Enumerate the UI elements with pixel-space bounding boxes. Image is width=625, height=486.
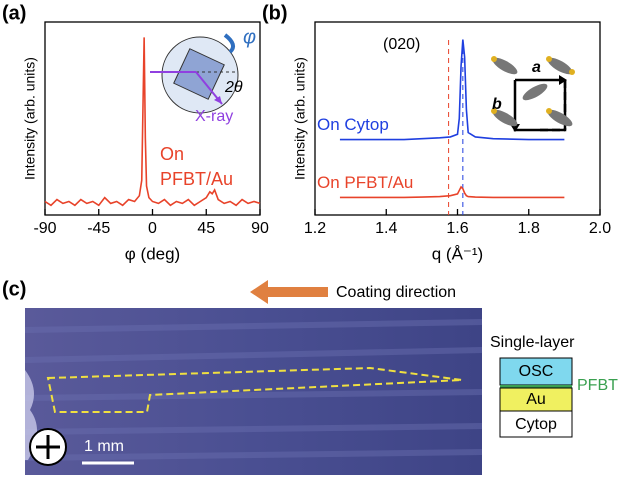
x-tick-label: 0 [148,220,157,237]
x-tick-label: 1.4 [375,220,397,237]
y-axis-label: Intensity (arb. units) [292,57,308,180]
arrow-label: Coating direction [336,284,456,301]
x-tick-label: 2.0 [589,220,611,237]
scale-bar-label: 1 mm [84,438,124,455]
data-line [44,37,261,207]
y-axis-label: Intensity (arb. units) [22,57,38,180]
annotation: 2θ [224,79,243,96]
coating-arrow [250,280,328,304]
x-tick-label: 1.6 [446,220,468,237]
annotation: X-ray [195,108,233,125]
layer-label: Au [526,391,546,408]
annotation: φ [243,26,256,48]
x-tick-label: 90 [251,220,269,237]
x-tick-label: 1.8 [518,220,540,237]
annotation: On [160,144,184,164]
stack-title: Single-layer [490,334,575,351]
layer-label: Cytop [515,416,557,433]
layer-label: OSC [519,363,554,380]
interlayer-label: PFBT [577,377,618,394]
x-tick-label: 45 [197,220,215,237]
panel-label: (a) [2,2,26,24]
x-axis-label: q (Å⁻¹) [432,244,483,263]
x-axis-label: φ (deg) [125,244,180,263]
data-line [339,39,565,141]
inset-geometry [150,33,239,114]
x-tick-label: -45 [87,220,110,237]
series-label: On Cytop [317,115,389,134]
panel-label: (c) [2,278,26,300]
annotation: (020) [383,36,420,53]
x-tick-label: -90 [33,220,56,237]
annotation: a [532,59,541,76]
data-line [339,185,565,199]
x-tick-label: 1.2 [304,220,326,237]
layer-box [499,410,573,438]
series-label: On PFBT/Au [317,173,413,192]
micrograph [24,308,483,475]
annotation: b [492,96,502,113]
layer-box [500,385,572,388]
annotation: PFBT/Au [160,169,233,189]
panel-label: (b) [262,2,288,24]
inset-lattice [491,56,575,132]
layer-box [499,357,573,386]
